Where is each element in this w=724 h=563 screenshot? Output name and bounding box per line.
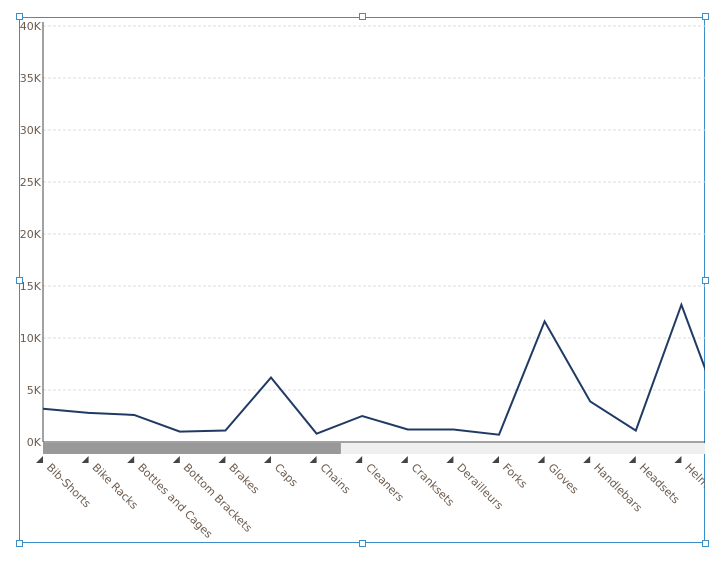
x-category-label: Derailleurs bbox=[454, 461, 506, 513]
expand-triangle-icon[interactable] bbox=[36, 456, 43, 463]
expand-triangle-icon[interactable] bbox=[674, 456, 682, 463]
x-category-label: Forks bbox=[500, 461, 530, 491]
expand-triangle-icon[interactable] bbox=[264, 456, 271, 463]
expand-triangle-icon[interactable] bbox=[492, 456, 499, 463]
x-category-label: Chains bbox=[317, 461, 353, 497]
expand-triangle-icon[interactable] bbox=[583, 456, 591, 463]
y-tick-label: 20K bbox=[20, 228, 42, 241]
expand-triangle-icon[interactable] bbox=[172, 456, 180, 463]
resize-handle-left[interactable] bbox=[16, 277, 23, 284]
scrollbar-track[interactable] bbox=[43, 443, 705, 454]
x-category-label: Gloves bbox=[545, 461, 581, 497]
expand-triangle-icon[interactable] bbox=[309, 456, 317, 463]
x-category-label: Cranksets bbox=[409, 461, 457, 509]
expand-triangle-icon[interactable] bbox=[81, 456, 89, 463]
resize-handle-bottom[interactable] bbox=[359, 540, 366, 547]
x-category-label: Headsets bbox=[637, 461, 683, 507]
expand-triangle-icon[interactable] bbox=[537, 456, 545, 463]
resize-handle-top-right[interactable] bbox=[702, 13, 709, 20]
y-tick-label: 5K bbox=[27, 384, 42, 397]
x-category-label: Brakes bbox=[226, 461, 262, 497]
expand-triangle-icon[interactable] bbox=[355, 456, 363, 463]
y-tick-label: 10K bbox=[20, 332, 42, 345]
label-clip-mask bbox=[705, 462, 724, 542]
series-line bbox=[43, 301, 705, 436]
y-tick-label: 35K bbox=[20, 72, 42, 85]
x-category-label: Caps bbox=[272, 461, 301, 490]
expand-triangle-icon[interactable] bbox=[400, 456, 408, 463]
resize-handle-right[interactable] bbox=[702, 277, 709, 284]
resize-handle-top-left[interactable] bbox=[16, 13, 23, 20]
y-tick-label: 0K bbox=[27, 436, 42, 449]
resize-handle-bottom-right[interactable] bbox=[702, 540, 709, 547]
x-category-label: Cleaners bbox=[363, 461, 406, 504]
expand-triangle-icon[interactable] bbox=[127, 456, 135, 463]
resize-handle-top[interactable] bbox=[359, 13, 366, 20]
expand-triangle-icon[interactable] bbox=[628, 456, 636, 463]
resize-handle-bottom-left[interactable] bbox=[16, 540, 23, 547]
y-tick-label: 30K bbox=[20, 124, 42, 137]
expand-triangle-icon[interactable] bbox=[446, 456, 454, 463]
x-category-label: Bib-Shorts bbox=[44, 461, 94, 511]
y-tick-label: 15K bbox=[20, 280, 42, 293]
y-tick-label: 25K bbox=[20, 176, 42, 189]
x-category-label: Bike Racks bbox=[89, 461, 140, 512]
y-tick-label: 40K bbox=[20, 20, 42, 33]
expand-triangle-icon[interactable] bbox=[218, 456, 226, 463]
scrollbar-thumb[interactable] bbox=[43, 443, 341, 454]
